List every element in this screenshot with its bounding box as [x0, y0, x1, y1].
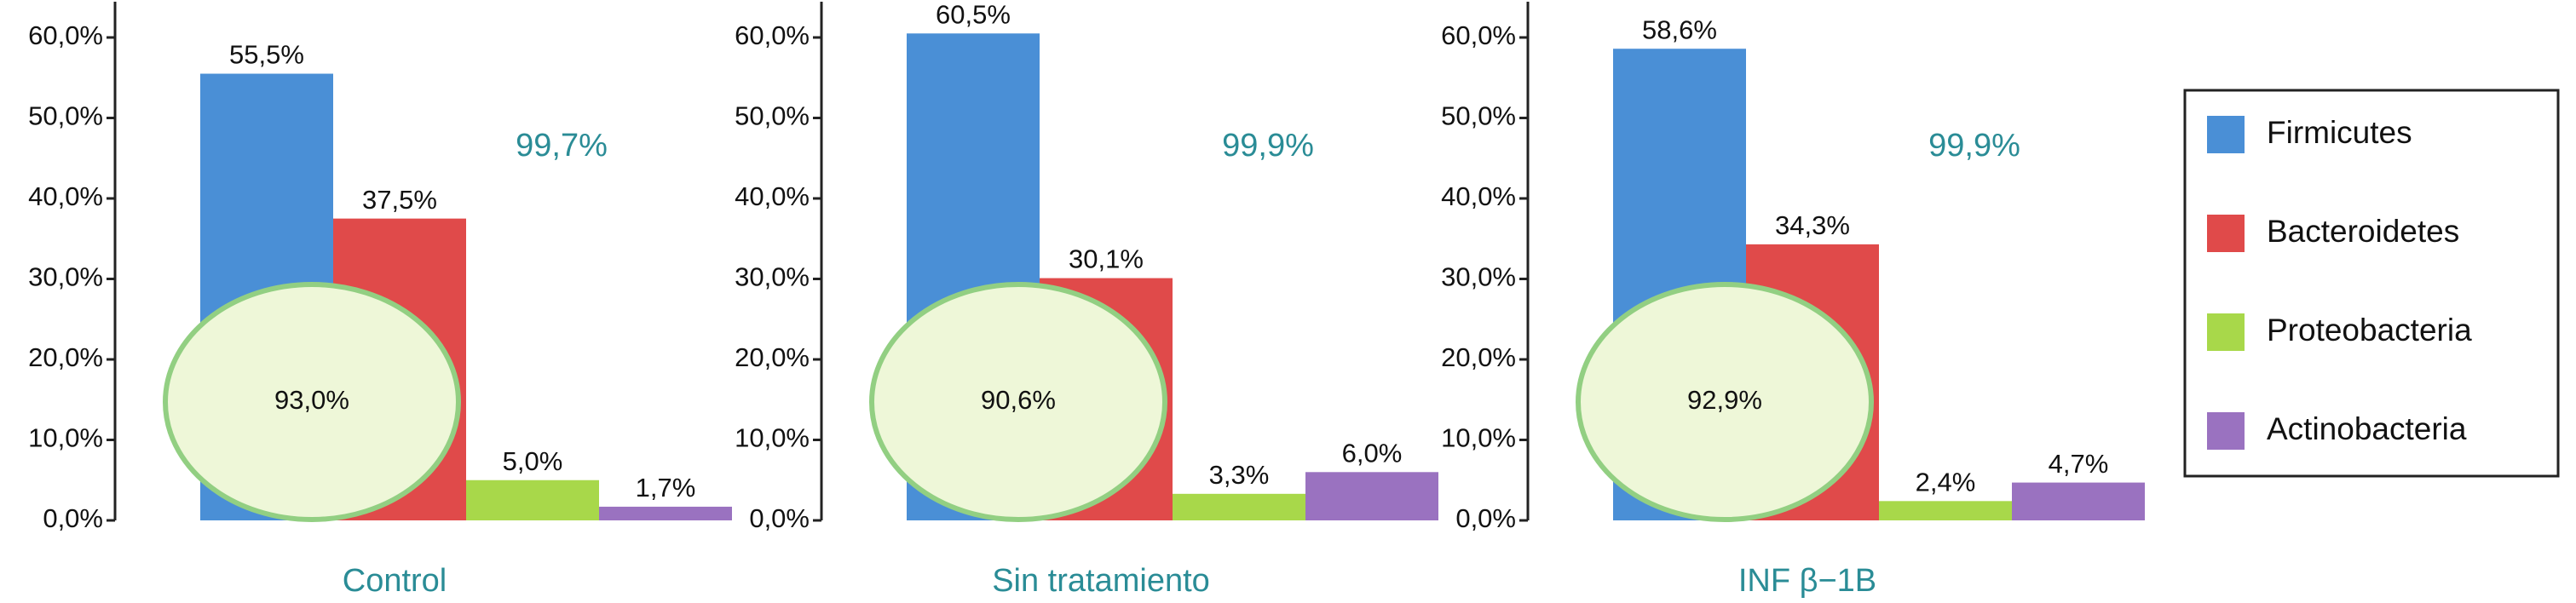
legend-label: Bacteroidetes [2267, 214, 2459, 249]
legend-label: Firmicutes [2267, 115, 2412, 150]
overlap-ellipse [869, 282, 1167, 522]
legend-swatch [2207, 116, 2245, 153]
legend-swatch [2207, 412, 2245, 450]
y-tick-label: 40,0% [1441, 181, 1516, 211]
overlap-label: 93,0% [274, 385, 349, 415]
total-label: 99,7% [516, 128, 608, 164]
value-label: 4,7% [2049, 449, 2109, 479]
overlap-label: 90,6% [981, 385, 1056, 415]
y-tick-label: 60,0% [1441, 20, 1516, 50]
legend-swatch [2207, 313, 2245, 351]
overlap-ellipse [1576, 282, 1874, 522]
value-label: 55,5% [229, 40, 304, 70]
value-label: 34,3% [1775, 210, 1850, 240]
bar [1305, 472, 1438, 520]
y-tick-label: 10,0% [735, 423, 810, 453]
legend-label: Proteobacteria [2267, 313, 2472, 347]
value-label: 3,3% [1209, 460, 1270, 490]
y-tick-label: 20,0% [28, 342, 103, 372]
bar [466, 480, 599, 520]
bar [1879, 501, 2012, 520]
y-tick-label: 50,0% [735, 101, 810, 131]
value-label: 58,6% [1642, 14, 1717, 44]
y-tick-label: 30,0% [735, 262, 810, 292]
y-tick-label: 0,0% [43, 503, 103, 533]
y-tick-label: 10,0% [1441, 423, 1516, 453]
total-label: 99,9% [1222, 128, 1314, 164]
y-tick-label: 20,0% [735, 342, 810, 372]
y-tick-label: 40,0% [735, 181, 810, 211]
y-tick-label: 10,0% [28, 423, 103, 453]
y-tick-label: 30,0% [1441, 262, 1516, 292]
y-tick-label: 30,0% [28, 262, 103, 292]
value-label: 1,7% [636, 473, 696, 502]
value-label: 30,1% [1069, 244, 1144, 274]
x-label: Sin tratamiento [992, 563, 1210, 599]
x-label: INF β−1B [1738, 563, 1876, 599]
x-label: Control [343, 563, 447, 599]
y-tick-label: 20,0% [1441, 342, 1516, 372]
bar [2012, 482, 2145, 520]
value-label: 2,4% [1916, 468, 1976, 497]
value-label: 37,5% [362, 185, 437, 215]
value-label: 6,0% [1342, 438, 1403, 468]
value-label: 60,5% [936, 0, 1011, 29]
y-tick-label: 50,0% [28, 101, 103, 131]
bar [1173, 493, 1305, 520]
y-tick-label: 60,0% [735, 20, 810, 50]
legend-label: Actinobacteria [2267, 411, 2467, 446]
y-tick-label: 0,0% [1455, 503, 1516, 533]
y-tick-label: 40,0% [28, 181, 103, 211]
value-label: 5,0% [503, 446, 563, 476]
legend-swatch [2207, 215, 2245, 252]
overlap-ellipse [163, 282, 461, 522]
bar [599, 506, 732, 520]
y-tick-label: 60,0% [28, 20, 103, 50]
total-label: 99,9% [1928, 128, 2020, 164]
y-tick-label: 50,0% [1441, 101, 1516, 131]
legend-box [2183, 89, 2560, 478]
y-tick-label: 0,0% [749, 503, 810, 533]
overlap-label: 92,9% [1687, 385, 1762, 415]
